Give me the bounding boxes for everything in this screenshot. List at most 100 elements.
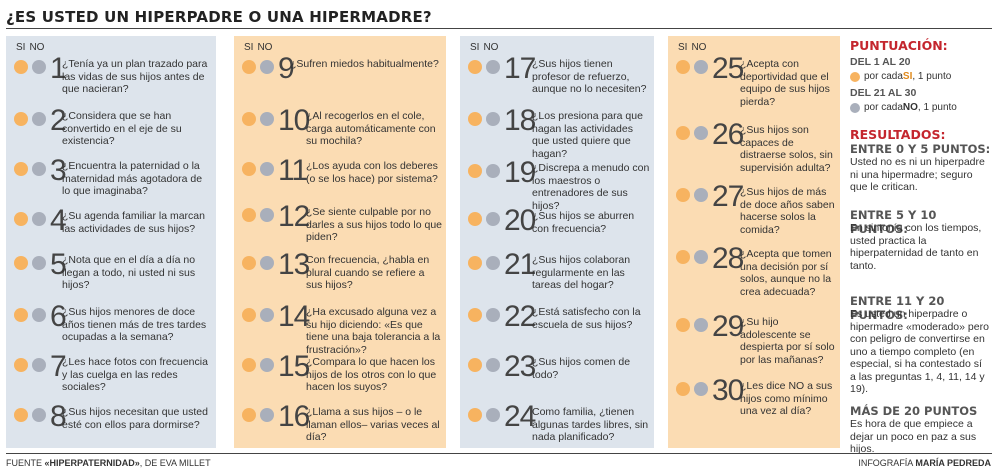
scoring-heading: PUNTUACIÓN: <box>850 38 948 53</box>
answer-options <box>468 164 504 178</box>
no-option-dot[interactable] <box>32 112 46 126</box>
si-option-dot[interactable] <box>468 308 482 322</box>
si-option-dot[interactable] <box>242 308 256 322</box>
question-item: 17 ¿Sus hijos tienen profesor de refuerzo… <box>466 52 650 106</box>
si-option-dot[interactable] <box>676 60 690 74</box>
si-option-dot[interactable] <box>14 308 28 322</box>
no-option-dot[interactable] <box>260 308 274 322</box>
no-option-dot[interactable] <box>486 358 500 372</box>
no-option-dot[interactable] <box>486 212 500 226</box>
si-option-dot[interactable] <box>14 358 28 372</box>
question-item: 19 ¿Discrepa a menudo con los maestros o … <box>466 156 650 212</box>
si-option-dot[interactable] <box>468 358 482 372</box>
no-option-dot[interactable] <box>32 60 46 74</box>
question-text: ¿Está satisfecho con la escuela de sus h… <box>532 306 641 331</box>
question-number: 22 <box>504 300 536 333</box>
no-option-dot[interactable] <box>260 358 274 372</box>
si-option-dot[interactable] <box>242 162 256 176</box>
question-text: ¿Su hijo adolescente se despierta por sí… <box>740 316 835 366</box>
question-item: 10 ¿Al recogerlos en el cole, carga autom… <box>240 104 442 158</box>
si-option-dot[interactable] <box>14 162 28 176</box>
no-option-dot[interactable] <box>32 256 46 270</box>
question-number: 5 <box>50 248 67 281</box>
no-option-dot[interactable] <box>694 126 708 140</box>
si-option-dot[interactable] <box>242 112 256 126</box>
no-option-dot[interactable] <box>694 188 708 202</box>
no-option-dot[interactable] <box>486 408 500 422</box>
question-text: ¿Su agenda familiar la marcan las activi… <box>62 210 205 235</box>
si-option-dot[interactable] <box>676 250 690 264</box>
question-item: 18 ¿Los presiona para que hagan las activ… <box>466 104 650 160</box>
answer-options <box>14 162 50 176</box>
no-option-dot[interactable] <box>260 408 274 422</box>
si-option-dot[interactable] <box>14 60 28 74</box>
si-option-dot[interactable] <box>468 60 482 74</box>
question-text: ¿Los presiona para que hagan las activid… <box>532 110 643 160</box>
no-option-dot[interactable] <box>486 60 500 74</box>
si-option-dot[interactable] <box>676 188 690 202</box>
no-option-dot[interactable] <box>260 112 274 126</box>
si-option-dot[interactable] <box>242 408 256 422</box>
answer-options <box>468 308 504 322</box>
no-option-dot[interactable] <box>260 60 274 74</box>
answer-options <box>14 212 50 226</box>
question-item: 4 ¿Su agenda familiar la marcan las activ… <box>12 204 212 258</box>
si-option-dot[interactable] <box>242 256 256 270</box>
no-option-dot[interactable] <box>694 382 708 396</box>
question-number: 9 <box>278 52 295 85</box>
no-option-dot[interactable] <box>486 112 500 126</box>
rule-si-suffix: , 1 punto <box>912 71 952 82</box>
question-item: 24 Como familia, ¿tienen algunas tardes l… <box>466 400 650 454</box>
answer-options <box>242 208 278 222</box>
no-option-dot[interactable] <box>260 208 274 222</box>
question-text: ¿Sufren miedos habitualmente? <box>290 58 439 70</box>
answer-options <box>242 256 278 270</box>
si-option-dot[interactable] <box>242 60 256 74</box>
question-item: 9 ¿Sufren miedos habitualmente? <box>240 52 442 106</box>
no-option-dot[interactable] <box>486 308 500 322</box>
si-option-dot[interactable] <box>14 408 28 422</box>
si-option-dot[interactable] <box>676 382 690 396</box>
si-option-dot[interactable] <box>14 212 28 226</box>
source-prefix: FUENTE <box>6 458 45 468</box>
no-option-dot[interactable] <box>694 318 708 332</box>
si-option-dot[interactable] <box>14 256 28 270</box>
question-text: ¿Sus hijos se aburren con frecuencia? <box>532 210 635 235</box>
si-option-dot[interactable] <box>676 126 690 140</box>
si-option-dot[interactable] <box>468 212 482 226</box>
question-text: ¿Sus hijos comen de todo? <box>532 356 631 381</box>
question-number: 19 <box>504 156 536 189</box>
si-option-dot[interactable] <box>468 256 482 270</box>
footer-rule <box>6 453 992 454</box>
no-option-dot[interactable] <box>694 250 708 264</box>
no-option-dot[interactable] <box>486 256 500 270</box>
si-option-dot[interactable] <box>468 112 482 126</box>
no-option-dot[interactable] <box>32 308 46 322</box>
question-number: 8 <box>50 400 67 433</box>
no-option-dot[interactable] <box>32 162 46 176</box>
si-option-dot[interactable] <box>468 408 482 422</box>
no-option-dot[interactable] <box>260 256 274 270</box>
question-text: ¿Sus hijos tienen profesor de refuerzo, … <box>532 58 647 95</box>
no-option-dot[interactable] <box>260 162 274 176</box>
no-option-dot[interactable] <box>32 358 46 372</box>
question-text: ¿Tenía ya un plan trazado para las vidas… <box>62 58 208 95</box>
question-text: ¿Acepta con deportividad que el equipo d… <box>740 58 830 108</box>
si-option-dot[interactable] <box>468 164 482 178</box>
si-no-header: SI NO <box>12 42 210 56</box>
si-option-dot[interactable] <box>14 112 28 126</box>
question-text: ¿Sus hijos necesitan que usted esté con … <box>62 406 208 431</box>
si-option-dot[interactable] <box>242 208 256 222</box>
question-item: 22 ¿Está satisfecho con la escuela de sus… <box>466 300 650 354</box>
si-option-dot[interactable] <box>242 358 256 372</box>
no-option-dot[interactable] <box>32 212 46 226</box>
si-option-dot[interactable] <box>676 318 690 332</box>
result-range: ENTRE 5 Y 10 PUNTOS: <box>850 208 937 236</box>
no-option-dot[interactable] <box>694 60 708 74</box>
no-option-dot[interactable] <box>32 408 46 422</box>
question-number: 29 <box>712 310 744 343</box>
question-text: ¿Ha excusado alguna vez a su hijo dicien… <box>306 306 441 356</box>
no-option-dot[interactable] <box>486 164 500 178</box>
question-number: 27 <box>712 180 744 213</box>
answer-options <box>14 408 50 422</box>
